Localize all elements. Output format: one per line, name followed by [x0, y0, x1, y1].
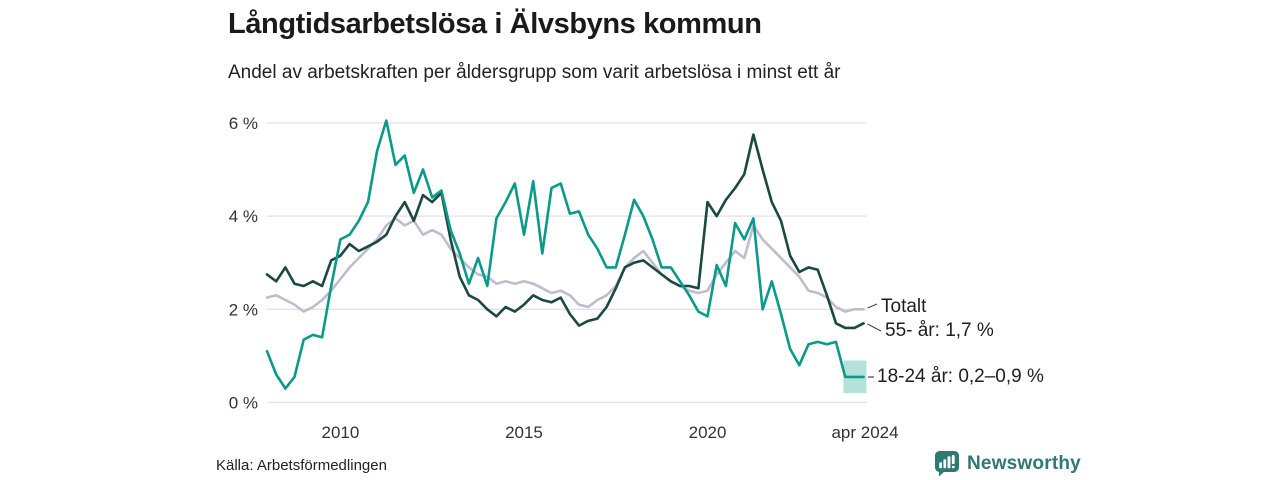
chart-subtitle: Andel av arbetskraften per åldersgrupp s… [228, 62, 841, 83]
source-note: Källa: Arbetsförmedlingen [216, 457, 387, 474]
y-tick-label: 6 % [229, 114, 258, 133]
brand-name: Newsworthy [967, 452, 1081, 474]
y-tick-label: 0 % [229, 394, 258, 413]
x-tick-label: 2020 [689, 423, 727, 442]
newsworthy-icon [934, 450, 960, 477]
series-end-label-18-24: 18-24 år: 0,2–0,9 % [877, 366, 1044, 387]
series-end-label-totalt: Totalt [881, 296, 927, 317]
series-end-label-55: 55- år: 1,7 % [885, 320, 994, 341]
x-tick-label: 2015 [505, 423, 543, 442]
series-line-totalt [265, 217, 865, 313]
x-tick-label: apr 2024 [831, 423, 898, 442]
y-tick-label: 4 % [229, 207, 258, 226]
leader-line [867, 303, 878, 309]
y-tick-label: 2 % [229, 300, 258, 319]
brand-logo: Newsworthy [934, 450, 1081, 477]
series-line-55 [265, 133, 865, 330]
page-title: Långtidsarbetslösa i Älvsbyns kommun [228, 8, 762, 40]
x-tick-label: 2010 [322, 423, 360, 442]
series-line-18-24 [265, 119, 865, 390]
leader-line [867, 323, 882, 332]
